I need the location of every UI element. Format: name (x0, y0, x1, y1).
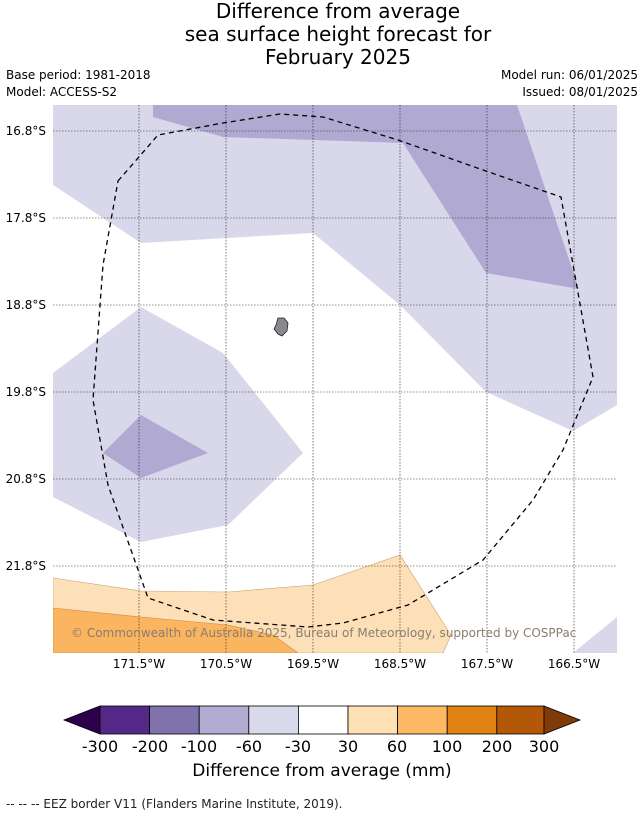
title-line-3: February 2025 (265, 45, 411, 69)
contour-lavender-north (153, 105, 579, 289)
eez-footnote: -- -- -- EEZ border V11 (Flanders Marine… (6, 797, 343, 811)
colorbar (62, 705, 582, 735)
colorbar-tick-1: -200 (131, 737, 169, 756)
lon-label-166-5: 166.5°W (547, 657, 601, 671)
lon-label-168-5: 168.5°W (373, 657, 427, 671)
colorbar-extend-high (543, 705, 582, 735)
colorbar-tick-4: -30 (284, 737, 312, 756)
copyright-text: © Commonwealth of Australia 2025, Bureau… (71, 626, 576, 640)
base-period: Base period: 1981-2018 (6, 68, 151, 82)
title-line-2: sea surface height forecast for (184, 22, 492, 46)
colorbar-bin-5 (297, 705, 349, 735)
meta-left: Base period: 1981-2018 Model: ACCESS-S2 (6, 67, 151, 101)
colorbar-bin-4 (248, 705, 299, 735)
lat-label-20-8: 20.8°S (5, 472, 46, 486)
issued-date: Issued: 08/01/2025 (522, 85, 638, 99)
colorbar-tick-3: -60 (235, 737, 263, 756)
contour-lavender-west (103, 415, 208, 478)
colorbar-bin-9 (496, 705, 545, 735)
lat-label-21-8: 21.8°S (5, 559, 46, 573)
colorbar-label: Difference from average (mm) (192, 761, 452, 781)
colorbar-tick-6: 60 (386, 737, 408, 756)
lon-label-170-5: 170.5°W (199, 657, 253, 671)
colorbar-bin-6 (347, 705, 398, 735)
contour-orange-south (53, 607, 299, 653)
lat-label-19-8: 19.8°S (5, 385, 46, 399)
contour-pale-lavender-west (53, 307, 303, 542)
sea-level-map: © Commonwealth of Australia 2025, Bureau… (53, 105, 617, 653)
eez-border (92, 113, 594, 628)
lon-label-169-5: 169.5°W (286, 657, 340, 671)
colorbar-tick-7: 100 (431, 737, 463, 756)
lon-label-171-5: 171.5°W (112, 657, 166, 671)
chart-title: Difference from average sea surface heig… (0, 0, 644, 69)
title-line-1: Difference from average (215, 0, 461, 23)
model-run: Model run: 06/01/2025 (500, 68, 638, 82)
colorbar-bin-8 (446, 705, 498, 735)
niue-island (273, 317, 289, 337)
contour-pale-lavender-se (573, 617, 617, 653)
colorbar-bin-7 (397, 705, 448, 735)
colorbar-tick-8: 200 (481, 737, 513, 756)
colorbar-extend-low (62, 705, 101, 735)
colorbar-bin-3 (198, 705, 250, 735)
meta-right: Model run: 06/01/2025 Issued: 08/01/2025 (501, 67, 638, 101)
lat-label-16-8: 16.8°S (5, 124, 46, 138)
colorbar-tick-9: 300 (528, 737, 560, 756)
graticule (53, 105, 617, 653)
lat-label-17-8: 17.8°S (5, 211, 46, 225)
colorbar-tick-5: 30 (337, 737, 359, 756)
model-name: Model: ACCESS-S2 (6, 85, 118, 99)
colorbar-bin-2 (149, 705, 200, 735)
colorbar-tick-0: -300 (81, 737, 119, 756)
lat-label-18-8: 18.8°S (5, 298, 46, 312)
colorbar-bin-1 (99, 705, 150, 735)
lon-label-167-5: 167.5°W (460, 657, 514, 671)
colorbar-tick-2: -100 (180, 737, 218, 756)
